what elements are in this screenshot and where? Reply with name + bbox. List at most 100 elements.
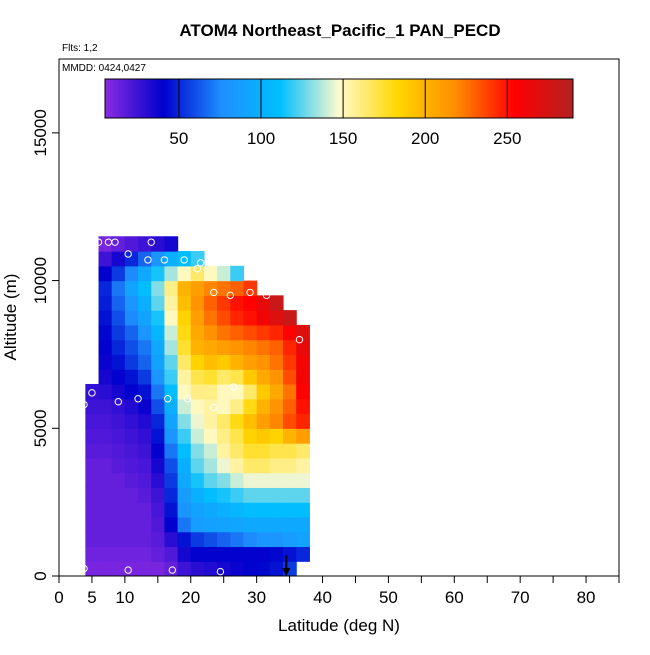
- heatmap-cell: [124, 472, 139, 488]
- heatmap-cell: [151, 398, 166, 415]
- heatmap-cell: [230, 516, 245, 533]
- sample-point: [160, 256, 169, 264]
- heatmap-cell: [177, 546, 192, 562]
- heatmap-cell: [269, 457, 284, 474]
- heatmap-cell: [203, 324, 218, 341]
- sample-point: [216, 567, 225, 576]
- sample-points: [80, 238, 327, 576]
- heatmap-cell: [230, 531, 245, 548]
- heatmap-cell: [243, 428, 258, 444]
- colorbar-tick-label: 200: [411, 129, 439, 148]
- sample-point: [144, 256, 152, 264]
- heatmap-cell: [177, 339, 192, 356]
- heatmap-cell: [243, 487, 258, 503]
- heatmap-cell: [124, 295, 139, 311]
- heatmap-cell: [269, 546, 284, 562]
- heatmap-cell: [243, 531, 258, 548]
- date-note: MMDD: 0424,0427: [62, 63, 146, 74]
- heatmap-cell: [269, 369, 284, 385]
- heatmap-cell: [85, 516, 100, 533]
- heatmap-cell: [256, 443, 271, 459]
- heatmap-cell: [296, 502, 310, 518]
- heatmap-cell: [111, 369, 126, 385]
- heatmap-cell: [256, 354, 271, 370]
- y-axis-label: Altitude (m): [1, 274, 20, 361]
- heatmap-cell: [85, 472, 100, 488]
- heatmap-cell: [111, 531, 126, 548]
- heatmap-cell: [98, 531, 113, 548]
- heatmap-cell: [190, 472, 205, 488]
- heatmap-cell: [217, 383, 231, 400]
- heatmap-cell: [98, 428, 113, 444]
- heatmap-cell: [269, 324, 284, 341]
- sample-point: [147, 238, 155, 246]
- sample-point: [315, 324, 323, 332]
- heatmap-cell: [283, 516, 297, 533]
- heatmap-cell: [177, 413, 192, 429]
- heatmap-cell: [177, 516, 192, 533]
- heatmap-cell: [256, 457, 271, 474]
- heatmap-cell: [230, 546, 245, 562]
- heatmap-cell: [98, 413, 113, 429]
- heatmap-cell: [230, 487, 245, 503]
- heatmap-cell: [164, 339, 179, 356]
- heatmap-cell: [151, 531, 166, 548]
- heatmap-cell: [190, 516, 205, 533]
- heatmap-cell: [98, 324, 113, 341]
- heatmap-cell: [138, 369, 152, 385]
- heatmap-cell: [230, 561, 245, 576]
- heatmap-cell: [151, 413, 166, 429]
- heatmap-cell: [203, 546, 218, 562]
- sample-point: [124, 250, 132, 258]
- heatmap-cell: [296, 369, 310, 385]
- heatmap-cell: [296, 487, 310, 503]
- heatmap-cell: [164, 398, 179, 415]
- heatmap-cell: [243, 383, 258, 400]
- sample-point: [302, 315, 310, 323]
- heatmap-cell: [111, 265, 126, 282]
- heatmap-cell: [243, 324, 258, 341]
- heatmap-cell: [217, 324, 231, 341]
- heatmap-cell: [203, 280, 218, 296]
- sample-point: [80, 400, 88, 409]
- heatmap-cell: [138, 295, 152, 311]
- heatmap-cell: [124, 546, 139, 562]
- heatmap-cell: [190, 398, 205, 415]
- heatmap-cell: [111, 324, 126, 341]
- heatmap-cell: [269, 472, 284, 488]
- heatmap-cell: [296, 443, 310, 459]
- colorbar-tick-label: 150: [329, 129, 357, 148]
- heatmap-cell: [111, 516, 126, 533]
- heatmap-cell: [138, 383, 152, 400]
- colorbar-gradient: [104, 78, 574, 119]
- sample-point: [114, 397, 122, 406]
- heatmap-cell: [283, 383, 297, 400]
- heatmap-cell: [243, 398, 258, 415]
- heatmap-cell: [124, 280, 139, 296]
- heatmap-cell: [98, 487, 113, 503]
- heatmap-cell: [111, 280, 126, 296]
- heatmap-cell: [111, 310, 126, 326]
- heatmap-cell: [177, 443, 192, 459]
- heatmap-cell: [283, 502, 297, 518]
- heatmap-cell: [217, 280, 231, 296]
- heatmap-cell: [177, 265, 192, 282]
- heatmap-cell: [203, 531, 218, 548]
- y-tick-label: 0: [31, 571, 50, 580]
- heatmap-cell: [138, 561, 152, 576]
- heatmap-cell: [190, 487, 205, 503]
- heatmap-cell: [283, 354, 297, 370]
- heatmap-cell: [296, 428, 310, 444]
- heatmap-cell: [190, 383, 205, 400]
- y-tick-label: 5000: [31, 409, 50, 447]
- heatmap-cell: [151, 428, 166, 444]
- heatmap-cell: [269, 354, 284, 370]
- heatmap-cell: [230, 443, 245, 459]
- heatmap-cell: [124, 516, 139, 533]
- colorbar-ticks: 50 100 150 200 250: [169, 79, 522, 148]
- heatmap-cell: [203, 516, 218, 533]
- heatmap-cell: [190, 369, 205, 385]
- sample-point: [305, 561, 314, 570]
- heatmap-cell: [283, 339, 297, 356]
